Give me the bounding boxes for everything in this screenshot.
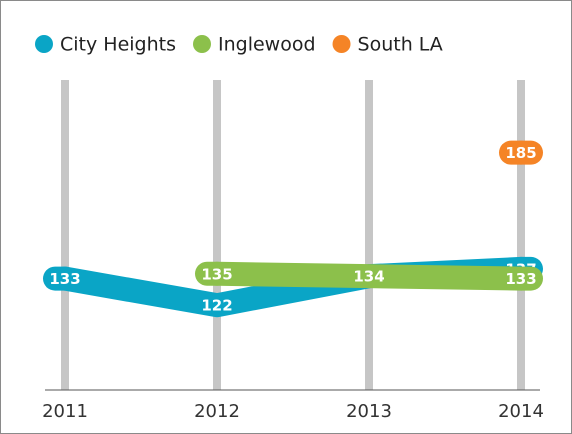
legend-swatch xyxy=(35,35,53,53)
series: 185 xyxy=(499,140,543,165)
legend-label: South LA xyxy=(358,34,443,56)
series: 135 134 133 xyxy=(195,261,543,291)
column-bar xyxy=(365,80,373,390)
value-label: 135 xyxy=(201,265,232,283)
x-tick-label: 2013 xyxy=(346,401,392,422)
legend-label: City Heights xyxy=(60,34,176,56)
value-label: 185 xyxy=(505,144,536,162)
value-label: 133 xyxy=(505,270,536,288)
value-label: 122 xyxy=(201,297,232,315)
x-tick-label: 2011 xyxy=(42,401,88,422)
legend-swatch xyxy=(193,35,211,53)
column-bar xyxy=(517,80,525,390)
series-line xyxy=(205,261,533,291)
x-tick-label: 2014 xyxy=(498,401,544,422)
x-tick-label: 2012 xyxy=(194,401,240,422)
value-label: 134 xyxy=(353,268,384,286)
legend-swatch xyxy=(332,35,351,53)
value-label: 133 xyxy=(49,270,80,288)
column-bar xyxy=(213,80,221,390)
column-bar xyxy=(61,80,69,390)
legend-label: Inglewood xyxy=(218,34,316,56)
